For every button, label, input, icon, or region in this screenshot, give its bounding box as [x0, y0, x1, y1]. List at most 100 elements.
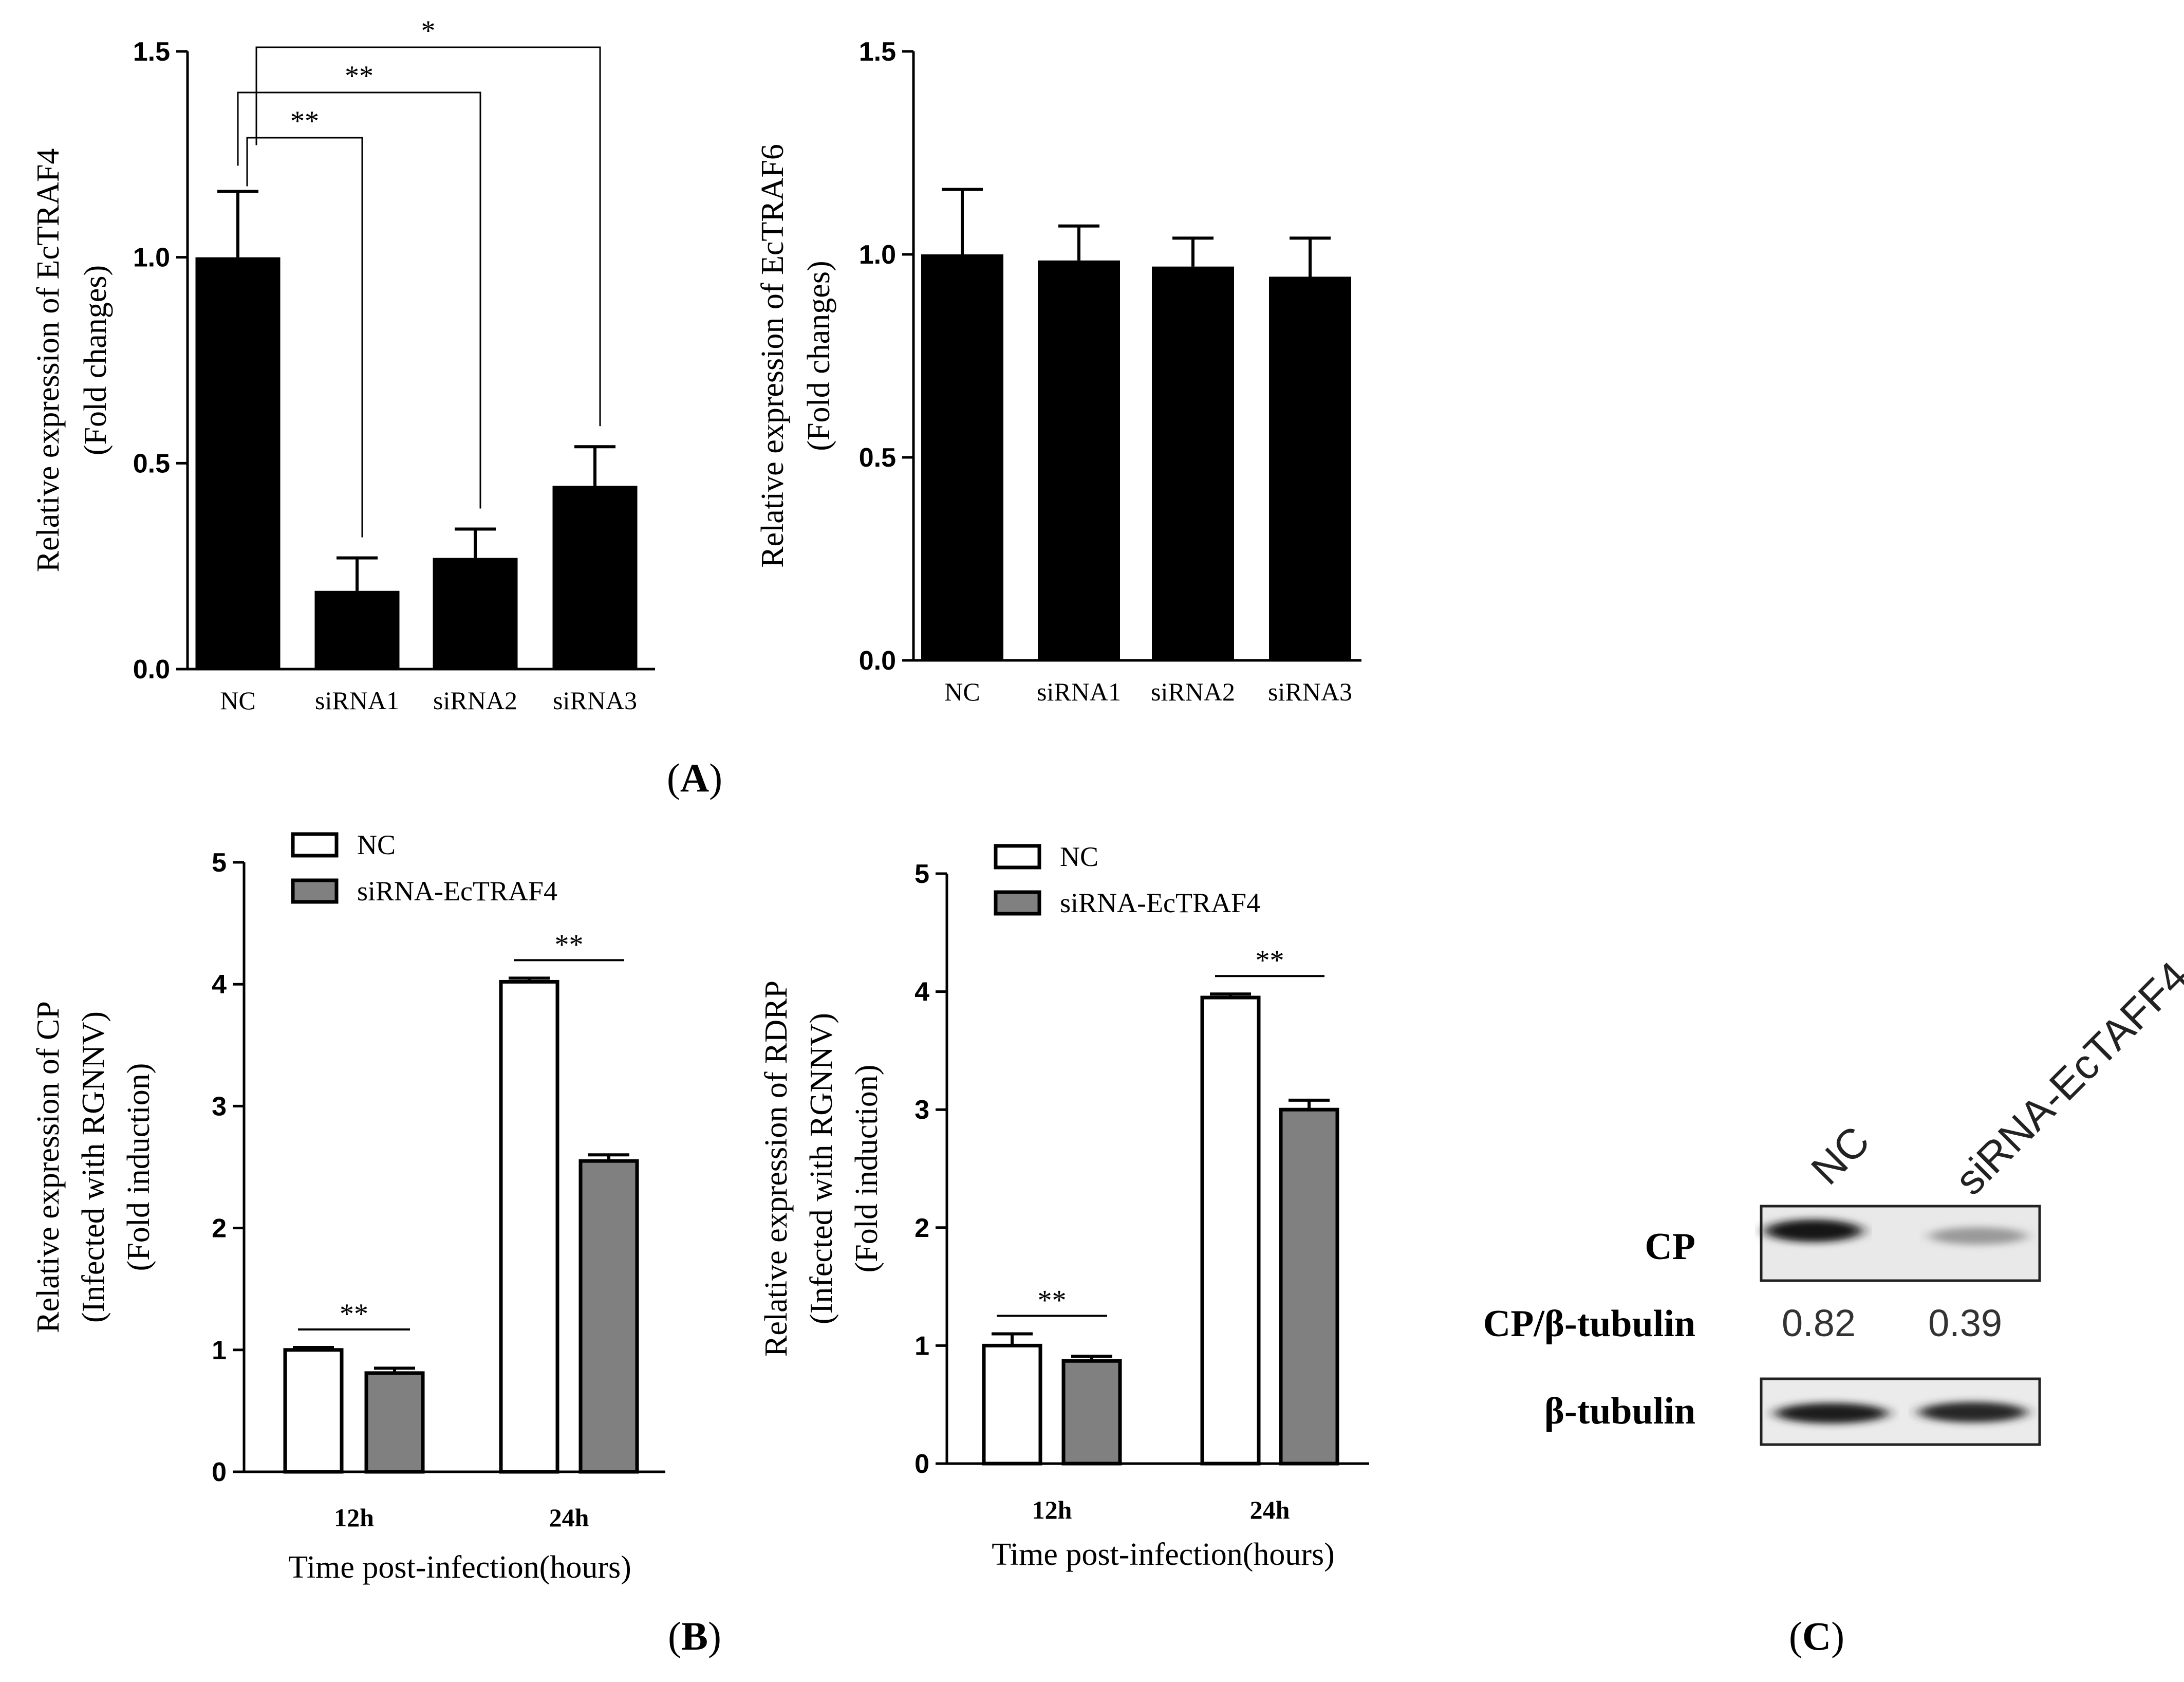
- b1-y-tick-label: 3: [212, 1092, 227, 1121]
- a1-bar-sirna1: [314, 590, 400, 669]
- wb-ratio-value-nc: 0.82: [1782, 1302, 1856, 1344]
- b1-bar-24h-nc: [499, 979, 559, 1474]
- a1-x-tick-label: siRNA2: [433, 686, 517, 715]
- panel-label-b: (B): [668, 1614, 721, 1658]
- western-blot: NC siRNA-EcTAFF4 CP CP/β-tubulin 0.82 0.…: [1483, 953, 2184, 1446]
- a1-significance-bracket: [255, 46, 601, 427]
- chart-a1-ectraf4: 0.0 0.5 1.0 1.5 Relative expression of EcTRA…: [31, 15, 655, 715]
- a2-y-axis-title: Relative expression of EcTRAF6: [755, 144, 790, 568]
- a2-y-tick-label: 1.5: [859, 37, 896, 67]
- a2-x-tick-label: siRNA2: [1151, 677, 1235, 706]
- b2-x-axis-title: Time post-infection(hours): [992, 1537, 1335, 1572]
- b1-significance-label: **: [555, 929, 584, 960]
- b2-legend-label-nc: NC: [1060, 841, 1098, 872]
- b2-bar-12h-sirna: [1061, 1359, 1122, 1466]
- b1-y-tick-label: 4: [212, 970, 227, 1000]
- panel-label-b-letter: B: [681, 1614, 708, 1658]
- b2-bar-24h-sirna: [1279, 1107, 1339, 1466]
- a2-bar-sirna2: [1152, 266, 1234, 660]
- wb-lane-label-sirna: siRNA-EcTAFF4: [1946, 953, 2184, 1204]
- b2-y-tick-label: 5: [914, 859, 929, 889]
- b1-significance-label: **: [340, 1298, 368, 1330]
- b1-y-axis-title: Relative expression of CP: [31, 1001, 66, 1333]
- wb-lane-label-nc: NC: [1802, 1118, 1878, 1194]
- wb-blot-cp: [1760, 1205, 2041, 1282]
- b1-legend-swatch-sirna: [291, 878, 339, 904]
- b2-y-tick-label: 2: [914, 1213, 929, 1243]
- b2-y-tick-label: 4: [914, 977, 929, 1007]
- a1-x-tick-label: NC: [220, 686, 255, 715]
- panel-label-c: (C): [1789, 1614, 1844, 1658]
- chart-a2-ectraf6: 0.0 0.5 1.0 1.5 Relative expression of EcTRA…: [755, 37, 1361, 706]
- b1-bar-24h-sirna: [578, 1159, 639, 1474]
- b2-legend-label-sirna: siRNA-EcTRAF4: [1060, 888, 1260, 918]
- a1-y-tick-label: 1.5: [133, 37, 170, 67]
- b1-y-tick-label: 5: [212, 848, 227, 878]
- b1-legend-label-sirna: siRNA-EcTRAF4: [357, 876, 557, 907]
- b1-y-tick-label: 0: [212, 1457, 227, 1487]
- b1-y-axis-title: (Infected with RGNNV): [76, 1011, 111, 1323]
- b1-x-tick-label: 12h: [334, 1503, 374, 1532]
- a1-x-tick-label: siRNA3: [553, 686, 637, 715]
- b2-y-tick-label: 1: [914, 1331, 929, 1361]
- a2-y-tick-label: 1.0: [859, 240, 896, 270]
- b2-x-tick-label: 24h: [1250, 1495, 1290, 1524]
- a1-significance-label: **: [345, 60, 374, 92]
- wb-ratio-value-sirna: 0.39: [1928, 1302, 2002, 1344]
- a2-y-tick-label: 0.5: [859, 443, 896, 473]
- a1-y-axis-title: (Fold changes): [78, 265, 113, 455]
- a2-x-tick-label: NC: [944, 677, 980, 706]
- chart-b2-rdrp: 0 1 2 3 4 5 Relative expression of RDRP (Infect…: [759, 841, 1369, 1572]
- b1-x-axis-title: Time post-infection(hours): [288, 1550, 631, 1585]
- b2-x-tick-label: 12h: [1032, 1495, 1072, 1524]
- a1-bar-sirna2: [433, 558, 518, 669]
- b2-significance-label: **: [1256, 945, 1284, 976]
- a1-significance-label: *: [421, 15, 436, 47]
- a1-significance-bracket: [237, 91, 481, 509]
- wb-band-cp-nc: [1765, 1219, 1862, 1242]
- b1-bar-12h-sirna: [364, 1371, 425, 1474]
- wb-blot-tubulin: [1760, 1377, 2041, 1446]
- a1-significance-label: **: [290, 105, 319, 137]
- a1-y-axis-title: Relative expression of EcTRAF4: [31, 149, 66, 572]
- a2-y-tick-label: 0.0: [859, 646, 896, 676]
- wb-band-cp-sirna: [1929, 1227, 2027, 1245]
- b2-y-axis-title: Relative expression of RDRP: [759, 981, 794, 1357]
- b1-bar-12h-nc: [283, 1348, 344, 1474]
- b2-y-axis-title: (Fold induction): [849, 1065, 884, 1273]
- a2-bar-sirna3: [1269, 276, 1351, 660]
- b2-y-tick-label: 3: [914, 1095, 929, 1125]
- b1-x-tick-label: 24h: [549, 1503, 589, 1532]
- panel-label-c-letter: C: [1802, 1614, 1831, 1658]
- wb-row-label-cp: CP: [1645, 1226, 1695, 1268]
- b1-y-axis-title: (Fold induction): [121, 1063, 156, 1271]
- b1-y-tick-label: 1: [212, 1336, 227, 1365]
- a2-y-axis-title: (Fold changes): [801, 261, 836, 451]
- b1-y-tick-label: 2: [212, 1214, 227, 1244]
- panel-label-a: (A): [667, 755, 722, 800]
- a1-bar-sirna3: [552, 486, 638, 669]
- panel-label-a-letter: A: [680, 755, 709, 800]
- a2-bar-sirna1: [1038, 260, 1120, 661]
- b1-legend-swatch-nc: [291, 832, 339, 858]
- b2-legend-swatch-sirna: [994, 890, 1041, 916]
- b1-legend-label-nc: NC: [357, 829, 396, 860]
- b2-y-tick-label: 0: [914, 1449, 929, 1479]
- a1-significance-bracket: [246, 137, 363, 538]
- a1-bar-nc: [195, 257, 281, 670]
- a2-x-tick-label: siRNA1: [1037, 677, 1121, 706]
- wb-band-tubulin-nc: [1775, 1403, 1888, 1424]
- a1-y-tick-label: 0.5: [133, 449, 170, 478]
- a1-y-tick-label: 1.0: [133, 243, 170, 273]
- b2-legend-swatch-nc: [994, 844, 1041, 870]
- b2-y-axis-title: (Infected with RGNNV): [804, 1013, 839, 1324]
- wb-row-label-tubulin: β-tubulin: [1544, 1390, 1695, 1432]
- a1-x-tick-label: siRNA1: [315, 686, 399, 715]
- b2-bar-12h-nc: [982, 1343, 1042, 1466]
- wb-ratio-label: CP/β-tubulin: [1483, 1303, 1695, 1345]
- b2-significance-label: **: [1038, 1284, 1067, 1316]
- chart-b1-cp: 0 1 2 3 4 5 Relative expression of CP (Infected…: [31, 829, 665, 1585]
- a2-x-tick-label: siRNA3: [1268, 677, 1352, 706]
- a1-y-tick-label: 0.0: [133, 655, 170, 685]
